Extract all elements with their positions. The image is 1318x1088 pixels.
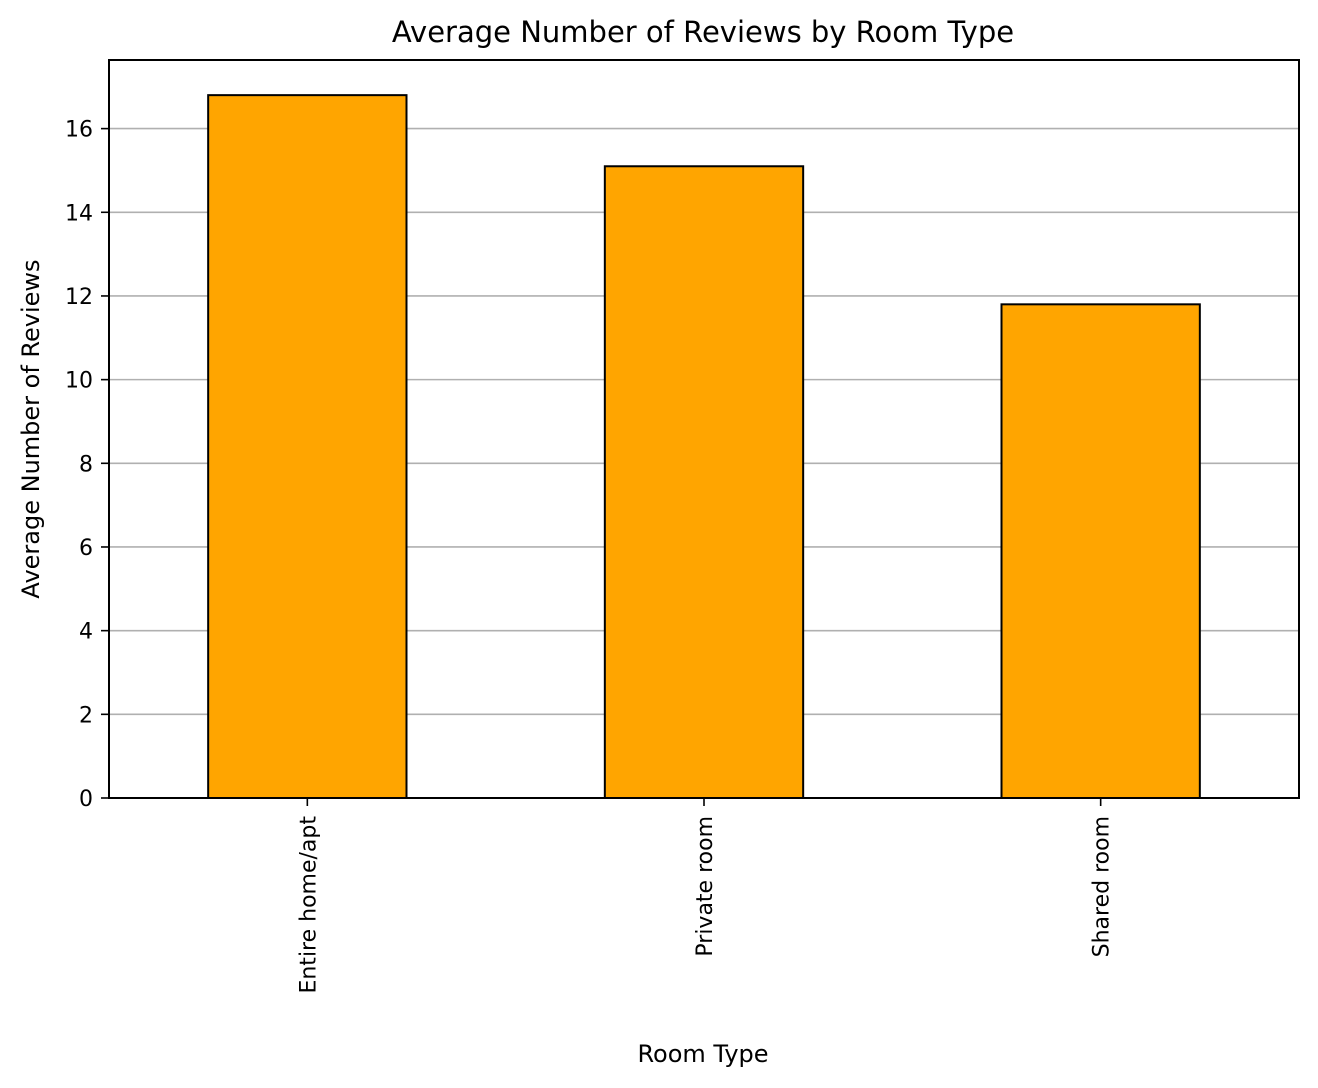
y-tick-label: 14 xyxy=(65,201,93,226)
y-axis-ticks: 0 2 4 6 8 10 12 14 16 xyxy=(65,118,109,812)
x-tick-label: Private room xyxy=(693,816,718,957)
y-tick-label: 0 xyxy=(79,787,93,812)
x-axis-ticks: Entire home/apt Private room Shared room xyxy=(296,798,1115,994)
y-tick-label: 2 xyxy=(79,703,93,728)
y-tick-label: 6 xyxy=(79,536,93,561)
y-tick-label: 8 xyxy=(79,452,93,477)
bar xyxy=(1000,303,1201,799)
y-tick-label: 16 xyxy=(65,118,93,143)
x-tick-label: Shared room xyxy=(1090,816,1115,957)
bar xyxy=(603,165,805,799)
bar xyxy=(207,94,408,799)
y-axis-label: Average Number of Reviews xyxy=(17,259,45,598)
chart-title: Average Number of Reviews by Room Type xyxy=(392,15,1014,49)
x-tick-label: Entire home/apt xyxy=(296,816,321,994)
bars xyxy=(207,94,1201,799)
y-tick-label: 12 xyxy=(65,285,93,310)
y-tick-label: 10 xyxy=(65,369,93,394)
x-axis-label: Room Type xyxy=(637,1040,768,1068)
y-tick-label: 4 xyxy=(79,620,93,645)
